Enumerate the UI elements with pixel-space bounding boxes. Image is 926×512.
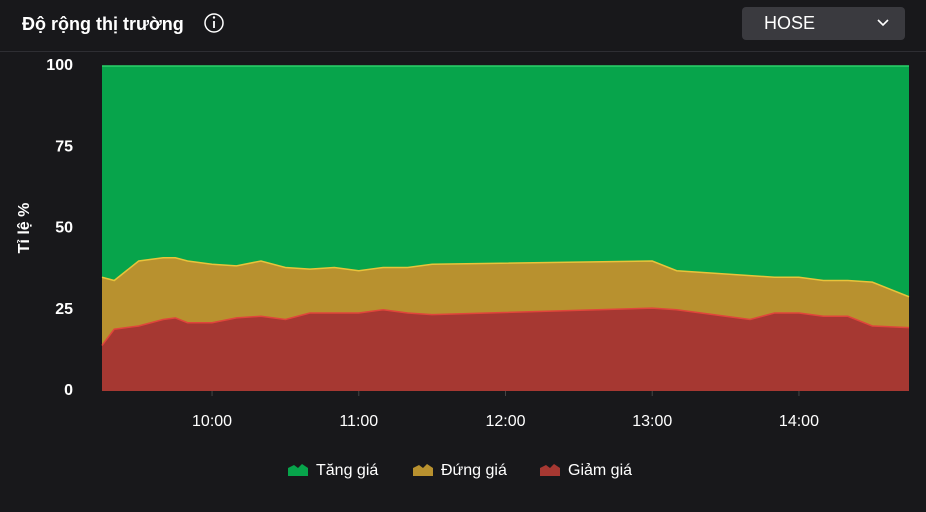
dropdown-box (742, 7, 905, 40)
y-tick-label: 25 (55, 301, 73, 318)
dropdown-value: HOSE (764, 13, 815, 33)
y-tick-label: 50 (55, 220, 73, 237)
y-tick-label: 0 (64, 382, 73, 399)
info-dot (212, 16, 216, 19)
x-tick-label: 13:00 (632, 413, 672, 430)
x-tick-label: 11:00 (339, 413, 378, 430)
x-tick-label: 10:00 (192, 413, 232, 430)
x-tick-label: 12:00 (485, 413, 525, 430)
legend-icon (413, 464, 433, 476)
legend-label: Giảm giá (568, 462, 632, 479)
y-tick-label: 75 (55, 138, 73, 155)
exchange-dropdown[interactable]: HOSE (742, 7, 905, 40)
x-tick-label: 14:00 (779, 413, 819, 430)
panel-title: Độ rộng thị trường (22, 14, 184, 34)
legend-icon (288, 464, 308, 476)
y-axis-label: Tỉ lệ % (16, 203, 33, 254)
area-edge (101, 307, 910, 346)
info-icon[interactable] (204, 13, 224, 33)
area (102, 308, 909, 391)
legend-item[interactable]: Tăng giá (288, 462, 378, 479)
area (102, 66, 909, 297)
legend-icon (540, 464, 560, 476)
area-edge (101, 257, 910, 298)
y-tick-label: 100 (46, 57, 73, 74)
legend-item[interactable]: Giảm giá (540, 462, 632, 479)
info-circle (204, 13, 224, 33)
dropdown-arrow (877, 19, 889, 27)
legend-item[interactable]: Đứng giá (413, 462, 507, 479)
legend-label: Tăng giá (316, 462, 378, 479)
area (102, 257, 909, 346)
legend-label: Đứng giá (441, 462, 507, 479)
